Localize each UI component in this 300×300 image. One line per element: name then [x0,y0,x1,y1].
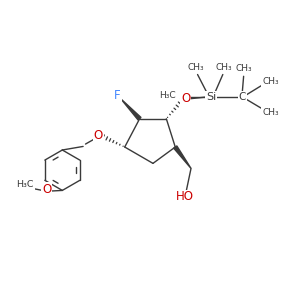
Polygon shape [121,99,141,120]
Text: O: O [181,92,190,105]
Text: C: C [238,92,246,102]
Text: H₃C: H₃C [159,91,176,100]
Polygon shape [174,146,191,168]
Text: CH₃: CH₃ [262,108,279,117]
Text: HO: HO [176,190,194,203]
Text: CH₃: CH₃ [262,77,279,86]
Text: CH₃: CH₃ [216,63,232,72]
Text: CH₃: CH₃ [188,63,204,72]
Text: O: O [42,183,52,196]
Text: CH₃: CH₃ [235,64,252,74]
Text: H₃C: H₃C [16,180,34,189]
Text: F: F [114,88,121,101]
Text: Si: Si [206,92,216,102]
Text: O: O [94,129,103,142]
